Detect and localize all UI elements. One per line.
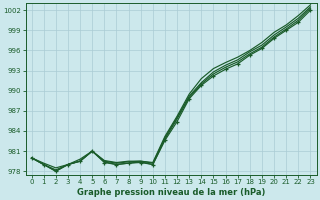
X-axis label: Graphe pression niveau de la mer (hPa): Graphe pression niveau de la mer (hPa) (77, 188, 265, 197)
